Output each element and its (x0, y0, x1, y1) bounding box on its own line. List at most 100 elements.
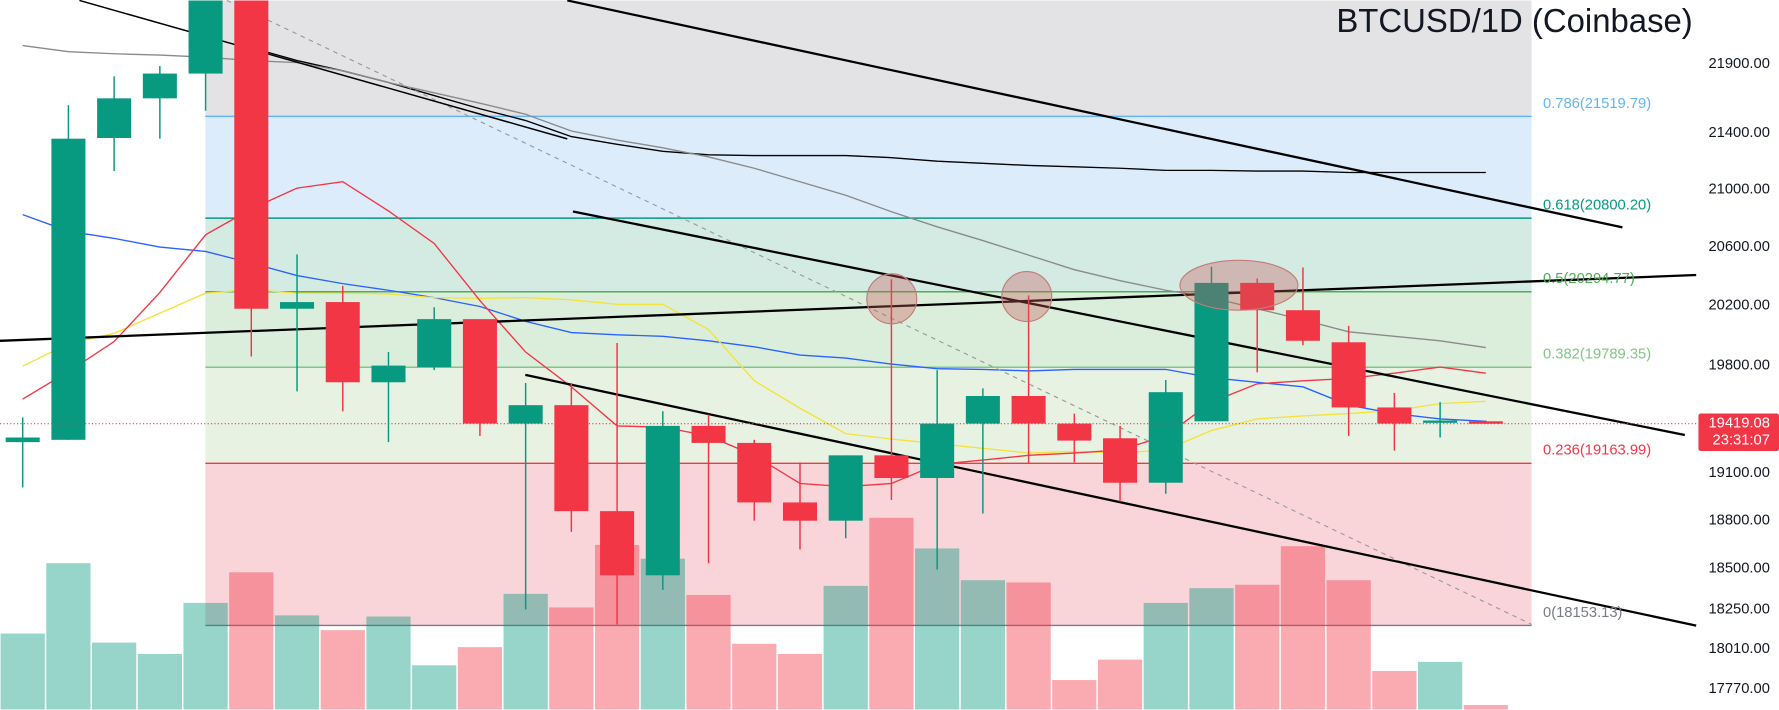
volume-bar (1143, 602, 1188, 710)
trend-line (79, 0, 568, 140)
candle-body (1331, 342, 1366, 408)
y-tick-label: 19100.00 (1708, 465, 1769, 481)
y-tick-label: 20200.00 (1708, 298, 1769, 314)
highlights (866, 259, 1299, 325)
highlight-circle (1001, 271, 1053, 323)
volume-bar (1280, 546, 1326, 710)
candle-body (325, 302, 360, 383)
volume-bar (320, 630, 365, 710)
highlight-circle (866, 273, 918, 325)
candle-body (828, 455, 863, 521)
candle-body (280, 302, 315, 309)
fib-fills (205, 0, 1532, 627)
last-price-badge (1698, 413, 1779, 451)
volume-bar (1097, 659, 1143, 710)
volume-bar (137, 653, 182, 710)
volume-bar (0, 633, 45, 710)
candle-body (188, 0, 223, 74)
candle-body (1011, 395, 1046, 424)
candle-body (782, 502, 818, 521)
y-axis: 17770.00 18010.00 18250.00 18500.00 18800.00… (1708, 56, 1769, 697)
volume-bar (1372, 670, 1417, 710)
y-tick-label: 20600.00 (1708, 239, 1769, 255)
candle-body (1285, 310, 1320, 341)
volume-bar (732, 643, 777, 710)
volume-bar (457, 647, 503, 710)
candle-body (5, 437, 40, 443)
trend-line (0, 273, 1697, 342)
volume-bar (183, 602, 228, 710)
y-tick-label: 18800.00 (1708, 513, 1769, 529)
candle-body (645, 425, 680, 576)
candle-body (600, 511, 635, 576)
volume-bar (777, 653, 823, 710)
volume-bar (869, 517, 914, 710)
candle-body (97, 98, 132, 138)
volume-bar (1189, 588, 1234, 710)
countdown-label: 23:31:07 (1713, 433, 1770, 449)
volume-bar (412, 665, 457, 710)
y-tick-label: 21900.00 (1708, 56, 1769, 72)
candle-body (371, 365, 406, 383)
fib-level-label: 0.382(19789.35) (1543, 347, 1651, 363)
candle-body (508, 405, 543, 424)
candle-body (1240, 282, 1275, 311)
y-tick-label: 17770.00 (1708, 681, 1769, 697)
volume-bar (915, 548, 960, 710)
volume-bar (1326, 580, 1371, 710)
y-tick-label: 19800.00 (1708, 358, 1769, 374)
y-tick-label: 18010.00 (1708, 641, 1769, 657)
trend-line (572, 210, 1686, 437)
chart-title: BTCUSD/1D (Coinbase) (1336, 2, 1692, 39)
volume-bar (1052, 680, 1097, 710)
candle-body (1194, 282, 1229, 422)
y-tick-label: 18500.00 (1708, 561, 1769, 577)
fib-level-label: 0.786(21519.79) (1543, 96, 1651, 112)
fib-level-label: 0.236(19163.99) (1543, 443, 1651, 459)
y-tick-label: 18250.00 (1708, 601, 1769, 617)
volume-bar (92, 642, 137, 710)
fib-band (205, 218, 1532, 292)
y-tick-label: 21400.00 (1708, 125, 1769, 141)
volume-bar (229, 572, 274, 710)
candle-body (142, 73, 177, 99)
candle-body (1377, 407, 1412, 424)
y-tick-label: 21000.00 (1708, 181, 1769, 197)
candle-body (1148, 392, 1183, 483)
moving-average-line (251, 46, 1486, 174)
candle-body (1423, 420, 1458, 423)
fib-band (205, 463, 1532, 626)
trend-line (525, 373, 1697, 627)
volume-bar (1417, 661, 1463, 710)
volume-bar (46, 563, 91, 710)
volume-bar (823, 585, 868, 710)
trend-line (567, 0, 1623, 229)
fib-band (205, 0, 1532, 117)
volume-bar (960, 580, 1005, 710)
volume-bar (549, 607, 594, 710)
candle-body (462, 319, 497, 424)
fib-band (205, 116, 1532, 219)
candle-body (965, 395, 1000, 424)
candle-body (920, 423, 955, 479)
candle-body (1468, 421, 1503, 424)
highlight-ellipse (1179, 259, 1299, 311)
volume-bar (274, 615, 320, 710)
candle-body (554, 405, 589, 512)
candle-body (691, 425, 726, 443)
fib-level-label: 0.618(20800.20) (1543, 198, 1651, 214)
candle-body (51, 138, 86, 440)
candle-body (1103, 438, 1138, 483)
volume-bar (1006, 582, 1051, 710)
volume-bar (366, 616, 411, 710)
candle-body (417, 319, 452, 368)
candle-body (234, 0, 269, 309)
volume-bar (503, 593, 548, 710)
fib-level-label: 0.5(20294.77) (1543, 271, 1635, 287)
candle-body (874, 455, 909, 479)
volume-bar (1463, 705, 1508, 710)
last-price-label: 19419.08 (1708, 416, 1769, 432)
